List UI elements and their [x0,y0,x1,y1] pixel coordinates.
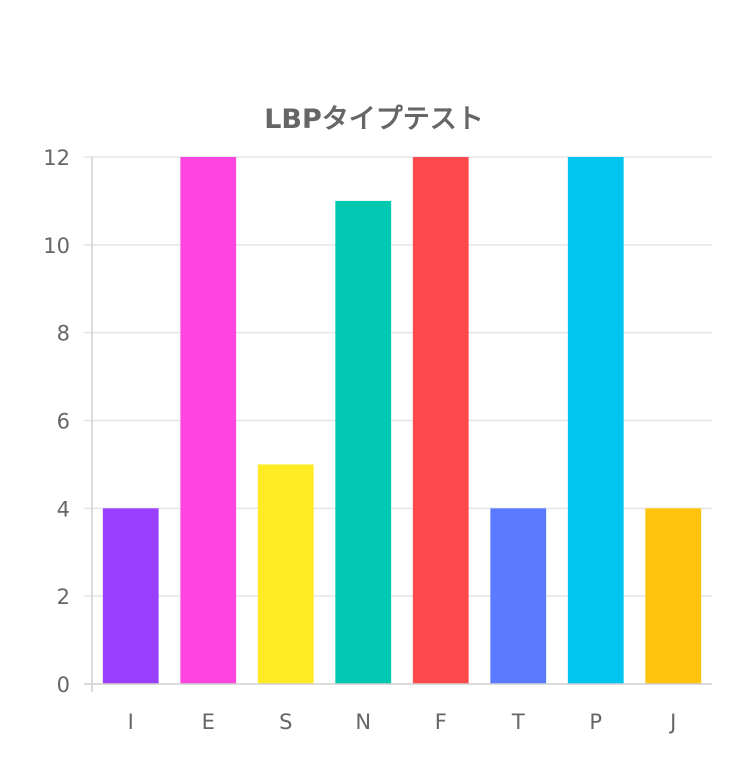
y-tick-label: 10 [43,234,70,258]
bar-i [102,508,159,684]
chart-title: LBPタイプテスト [264,104,484,135]
x-tick-label: E [202,710,215,734]
bar-j [645,508,702,684]
y-tick-labels: 0 2 4 6 8 10 12 [43,146,70,697]
bar-t [490,508,547,684]
y-tick-label: 6 [57,410,70,434]
axes [84,157,712,692]
y-tick-label: 4 [57,497,70,521]
y-tick-label: 2 [57,585,70,609]
bar-n [335,200,392,684]
y-tick-label: 12 [43,146,70,170]
bar-f [412,157,469,684]
y-tick-label: 8 [57,322,70,346]
x-tick-label: I [128,710,134,734]
bar-s [257,464,314,684]
bar-p [567,157,624,684]
x-tick-label: J [668,710,676,734]
x-tick-label: N [355,710,371,734]
x-tick-label: F [435,710,447,734]
y-tick-label: 0 [57,673,70,697]
bars [102,157,702,684]
x-tick-label: P [589,710,602,734]
bar-e [180,157,237,684]
x-tick-label: T [511,710,525,734]
x-tick-label: S [279,710,292,734]
